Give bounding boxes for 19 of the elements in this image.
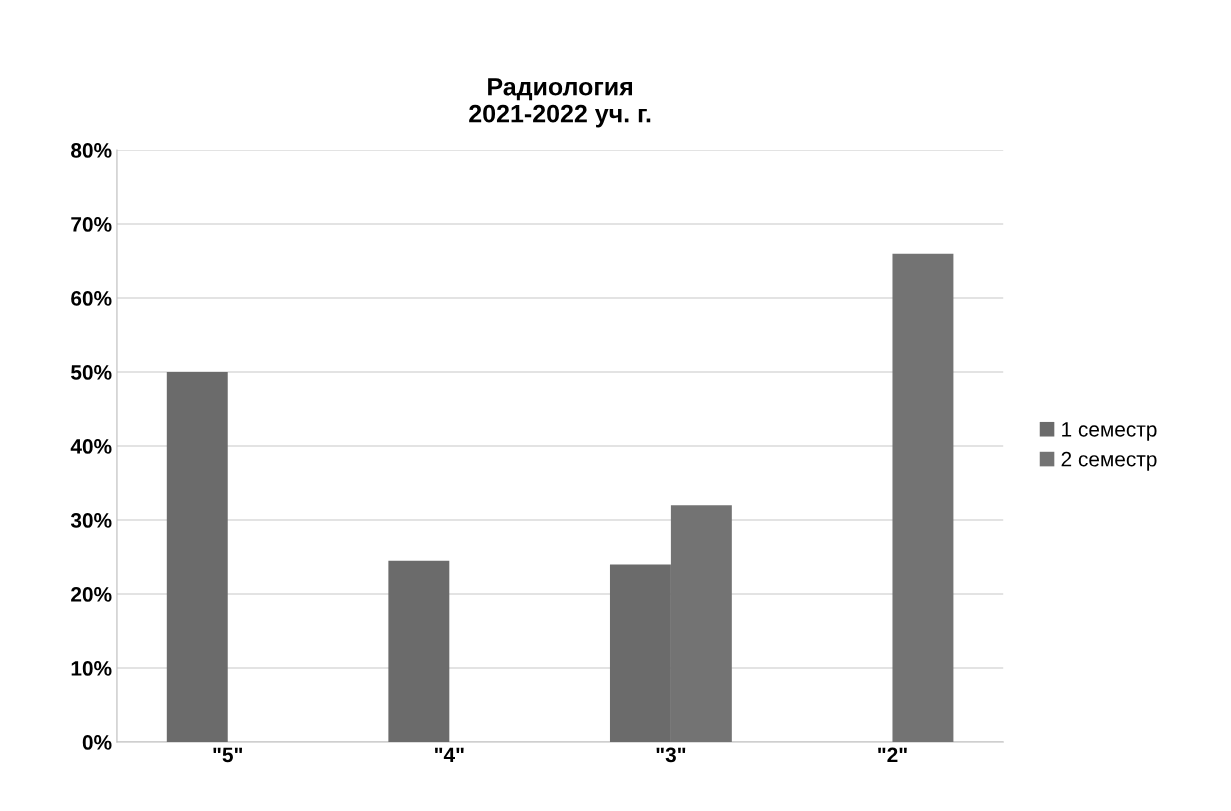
- y-tick-label: 40%: [70, 439, 112, 454]
- legend-label: 1 семестр: [1062, 422, 1157, 441]
- x-tick-label: "2": [878, 747, 907, 763]
- y-tick-label: 60%: [71, 291, 112, 306]
- y-tick-label: 30%: [70, 513, 112, 528]
- x-tick-label: "4": [435, 747, 464, 763]
- y-tick-label: 70%: [71, 217, 112, 232]
- bar: [166, 372, 228, 743]
- y-tick-label: 80%: [71, 143, 112, 158]
- y-tick-label: 0%: [82, 735, 112, 750]
- bar: [388, 560, 450, 743]
- chart-title: Радиология 2021-2022 уч. г.: [469, 78, 651, 128]
- y-tick-label: 20%: [71, 587, 112, 602]
- y-tick-label: 10%: [71, 661, 112, 676]
- y-tick-label: 50%: [71, 365, 112, 380]
- x-tick-label: "3": [656, 747, 686, 763]
- legend-label: 2 семестр: [1061, 451, 1157, 471]
- bar: [892, 253, 954, 743]
- x-tick-label: "5": [213, 747, 243, 763]
